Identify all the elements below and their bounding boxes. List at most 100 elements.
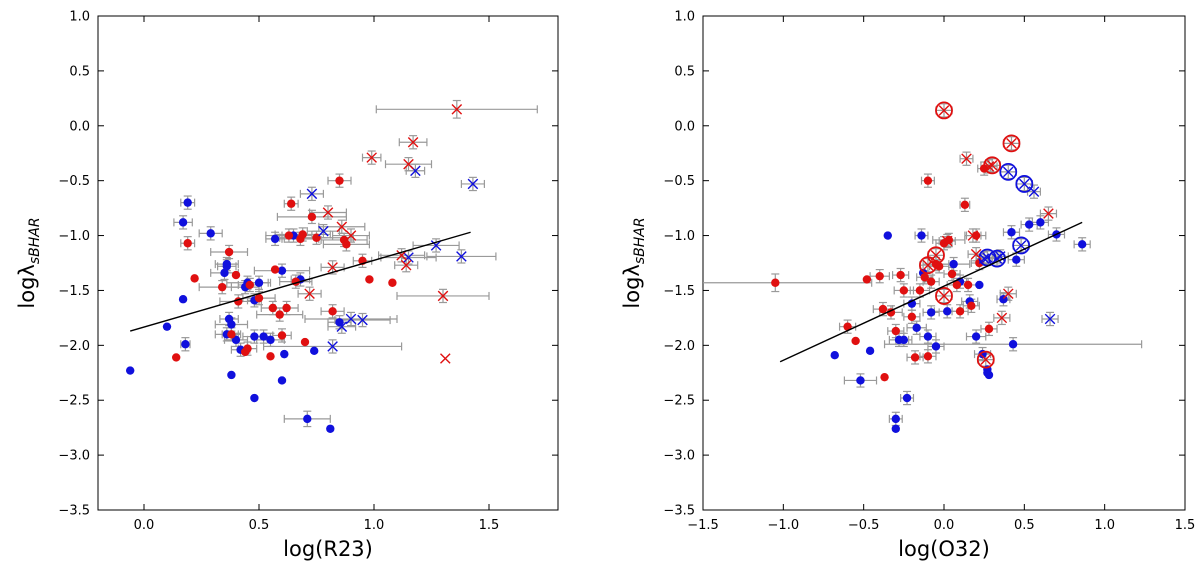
r23-blue-point (183, 198, 192, 207)
r23-red-point (183, 239, 192, 248)
o32-y-tick-label: −3.5 (663, 504, 695, 519)
r23-blue-cross (318, 225, 329, 237)
o32-red-cross (986, 160, 998, 171)
o32-red-point (910, 353, 920, 362)
o32-blue-point (943, 307, 952, 316)
r23-red-point (335, 176, 344, 185)
r23-blue-point (277, 266, 287, 275)
r23-blue-point (178, 295, 188, 304)
r23-red-point (270, 265, 280, 274)
r23-red-cross (345, 230, 357, 241)
o32-red-cross (983, 161, 995, 172)
o32-blue-cross (1019, 178, 1030, 190)
r23-blue-point (280, 349, 289, 359)
r23-y-tick-label: 0.5 (69, 64, 90, 79)
o32-red-cross-ring (983, 156, 1002, 175)
o32-red-cross (1002, 288, 1014, 300)
o32-y-axis-label-sub: sBHAR (632, 217, 648, 264)
o32-blue-point (971, 332, 981, 341)
o32-blue-point (917, 231, 926, 240)
r23-red-point (227, 330, 236, 339)
r23-red-cross (322, 207, 334, 218)
o32-blue-point (923, 332, 933, 341)
o32-blue-point (902, 393, 912, 403)
o32-blue-point (865, 346, 875, 356)
o32-red-cross-ring (976, 350, 995, 369)
r23-blue-point (227, 320, 236, 329)
o32-x-tick-label: 0.5 (1014, 518, 1035, 533)
o32-blue-point (1007, 228, 1016, 237)
o32-blue-point (856, 376, 865, 385)
o32-red-cross-ring (935, 287, 953, 305)
o32-blue-cross (994, 251, 1006, 262)
o32-red-cross-ring (935, 101, 953, 120)
r23-red-point (282, 303, 291, 313)
r23-blue-point (277, 376, 287, 385)
r23-red-cross (304, 288, 315, 300)
r23-blue-point (335, 318, 344, 327)
o32-red-cross-ring (919, 256, 937, 275)
r23-blue-point (250, 393, 259, 403)
r23-red-cross (366, 152, 377, 163)
r23-y-tick-label: −3.0 (58, 449, 90, 464)
r23-blue-point (231, 335, 241, 345)
r23-y-tick-label: −1.0 (58, 229, 90, 244)
r23-red-cross (451, 104, 463, 115)
o32-red-cross (980, 354, 992, 365)
r23-red-point (218, 282, 227, 292)
r23-red-cross (407, 136, 419, 148)
o32-y-tick-label: −2.5 (663, 394, 695, 409)
o32-blue-cross (1028, 186, 1040, 197)
r23-blue-point (181, 340, 190, 349)
r23-blue-point (206, 229, 215, 238)
r23-blue-point (220, 268, 229, 278)
r23-red-point (254, 293, 264, 303)
r23-blue-cross (345, 313, 357, 325)
o32-red-point (955, 307, 965, 316)
o32-red-point (843, 322, 852, 331)
r23-red-point (275, 310, 284, 319)
o32-red-point (960, 200, 970, 210)
r23-red-point (224, 247, 234, 257)
r23-blue-point (162, 322, 172, 331)
o32-red-point (934, 262, 944, 271)
r23-red-point (388, 278, 397, 287)
o32-blue-point (1077, 240, 1087, 249)
o32-y-tick-label: −3.0 (663, 449, 695, 464)
o32-plot-frame (702, 15, 1186, 511)
r23-plot-frame (97, 15, 559, 511)
o32-blue-cross (978, 253, 990, 264)
r23-y-tick-label: −2.0 (58, 339, 90, 354)
r23-red-point (287, 199, 296, 208)
o32-blue-point (975, 280, 984, 290)
r23-blue-cross (306, 188, 318, 200)
o32-red-point (878, 304, 888, 314)
o32-x-tick-label: −0.5 (848, 518, 880, 533)
o32-red-cross (961, 153, 972, 165)
r23-x-tick-label: 1.0 (364, 518, 385, 533)
r23-blue-cross (403, 252, 414, 263)
r23-red-cross (396, 250, 407, 261)
o32-red-point (771, 278, 780, 287)
o32-blue-point (899, 335, 909, 345)
r23-y-tick-label: −1.5 (58, 284, 90, 299)
o32-red-point (952, 280, 962, 290)
o32-y-tick-label: −1.0 (663, 229, 695, 244)
o32-x-axis-label: log(O32) (898, 537, 990, 561)
o32-red-cross (1006, 138, 1017, 149)
r23-red-point (284, 231, 294, 240)
o32-red-point (880, 372, 889, 382)
o32-blue-cross-ring (1015, 175, 1034, 193)
r23-blue-point (266, 335, 275, 345)
r23-fit-line (130, 231, 471, 332)
o32-y-tick-label: −1.5 (663, 284, 695, 299)
o32-red-cross (967, 230, 979, 241)
r23-y-tick-label: 0.0 (69, 119, 90, 134)
o32-blue-point (1008, 340, 1018, 349)
o32-blue-point (983, 368, 992, 377)
o32-red-point (915, 286, 925, 295)
r23-red-cross (440, 353, 451, 364)
o32-red-cross-ring (1002, 134, 1021, 153)
o32-x-tick-label: −1.5 (687, 518, 719, 533)
